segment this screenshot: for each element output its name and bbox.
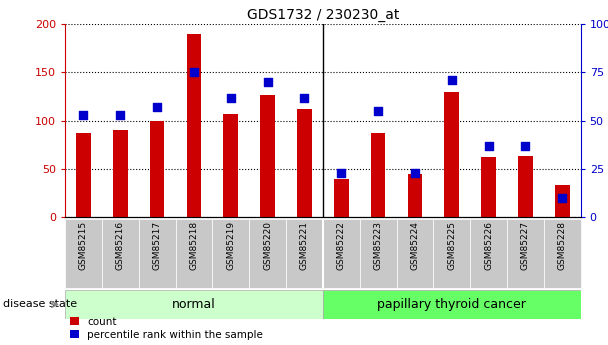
Text: GSM85221: GSM85221 <box>300 221 309 270</box>
Bar <box>323 290 581 319</box>
Text: GSM85223: GSM85223 <box>373 221 382 270</box>
Text: GSM85218: GSM85218 <box>190 221 198 270</box>
Text: GSM85228: GSM85228 <box>558 221 567 270</box>
Point <box>263 79 272 85</box>
Text: GSM85219: GSM85219 <box>226 221 235 270</box>
Bar <box>113 130 128 217</box>
Bar <box>444 92 459 217</box>
Point <box>152 105 162 110</box>
Bar <box>470 219 507 288</box>
Text: GSM85226: GSM85226 <box>484 221 493 270</box>
Bar <box>286 219 323 288</box>
Bar <box>481 157 496 217</box>
Point <box>78 112 88 118</box>
Bar <box>150 121 165 217</box>
Bar <box>76 133 91 217</box>
Bar <box>544 219 581 288</box>
Legend: count, percentile rank within the sample: count, percentile rank within the sample <box>71 317 263 340</box>
Title: GDS1732 / 230230_at: GDS1732 / 230230_at <box>247 8 399 22</box>
Bar <box>507 219 544 288</box>
Point <box>447 77 457 83</box>
Bar <box>323 219 360 288</box>
Bar <box>371 133 385 217</box>
Text: disease state: disease state <box>3 299 77 309</box>
Bar <box>139 219 176 288</box>
Text: papillary thyroid cancer: papillary thyroid cancer <box>378 298 526 311</box>
Bar <box>434 219 470 288</box>
Bar <box>518 156 533 217</box>
Bar <box>396 219 434 288</box>
Text: GSM85227: GSM85227 <box>521 221 530 270</box>
Point <box>116 112 125 118</box>
Bar <box>360 219 396 288</box>
Point <box>300 95 309 100</box>
Text: GSM85224: GSM85224 <box>410 221 420 270</box>
Bar <box>65 219 102 288</box>
Text: GSM85215: GSM85215 <box>79 221 88 270</box>
Bar <box>187 34 201 217</box>
Bar <box>555 185 570 217</box>
Point <box>189 70 199 75</box>
Point <box>484 143 494 149</box>
Bar <box>65 290 323 319</box>
Bar <box>223 114 238 217</box>
Bar <box>260 95 275 217</box>
Bar <box>334 179 348 217</box>
Text: GSM85217: GSM85217 <box>153 221 162 270</box>
Text: GSM85225: GSM85225 <box>447 221 456 270</box>
Text: GSM85216: GSM85216 <box>116 221 125 270</box>
Bar <box>176 219 212 288</box>
Text: GSM85220: GSM85220 <box>263 221 272 270</box>
Point <box>373 108 383 114</box>
Text: normal: normal <box>172 298 216 311</box>
Bar <box>297 109 312 217</box>
Point <box>520 143 530 149</box>
Point <box>226 95 236 100</box>
Point <box>410 170 420 176</box>
Bar <box>212 219 249 288</box>
Point <box>558 195 567 201</box>
Point <box>336 170 346 176</box>
Bar <box>407 174 423 217</box>
Text: GSM85222: GSM85222 <box>337 221 346 270</box>
Bar <box>102 219 139 288</box>
Bar <box>249 219 286 288</box>
